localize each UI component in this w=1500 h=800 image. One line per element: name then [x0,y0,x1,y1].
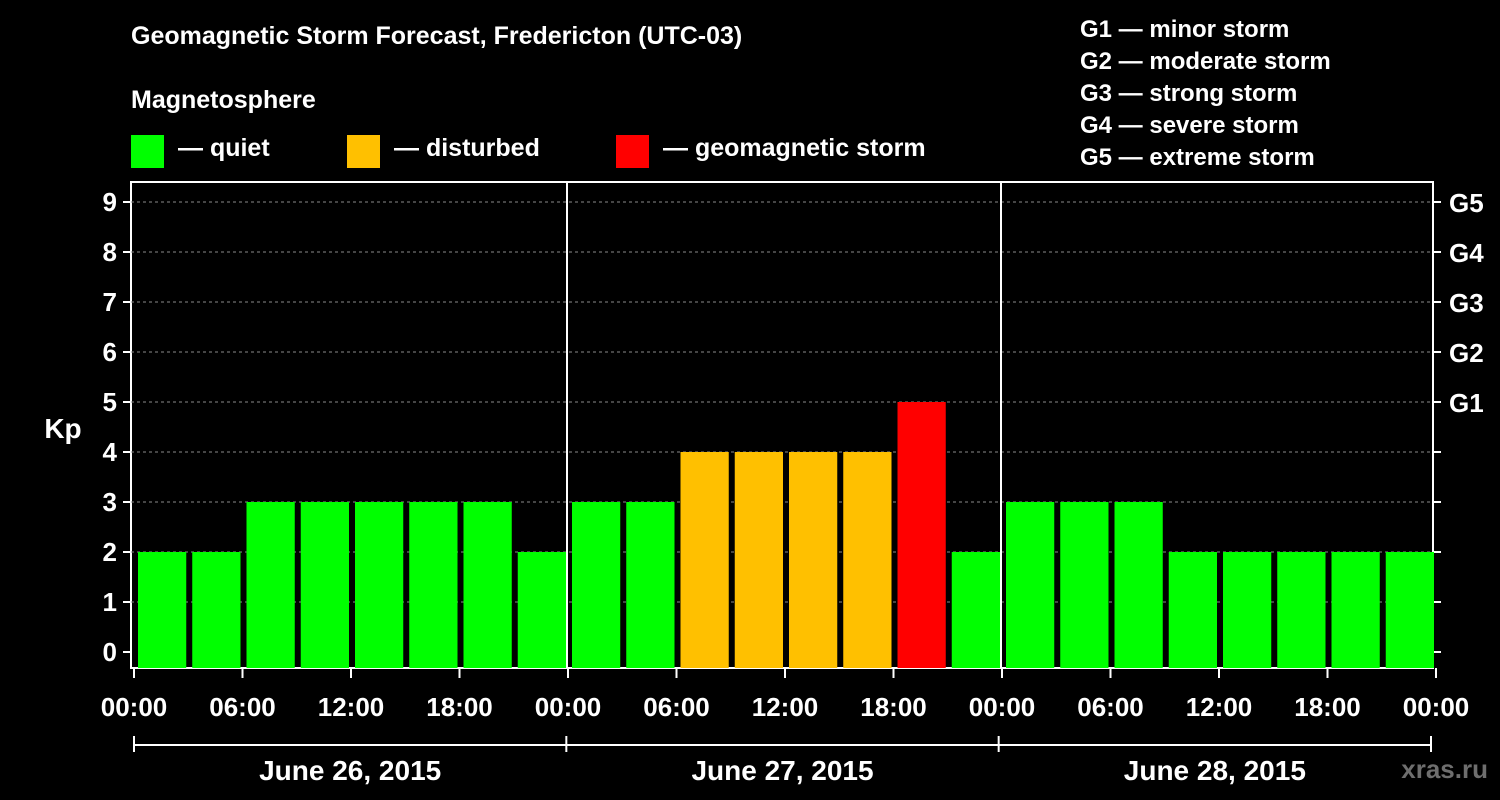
bar-15 [897,402,946,668]
bar-5 [355,502,404,668]
x-tick-label: 18:00 [860,692,927,722]
x-tick-label: 18:00 [1294,692,1361,722]
bar-19 [1114,502,1163,668]
bar-21 [1223,552,1272,668]
bar-4 [300,502,349,668]
legend-swatch-quiet [131,135,164,168]
bar-20 [1168,552,1217,668]
bar-16 [951,552,1000,668]
x-tick-label: 12:00 [318,692,385,722]
x-tick-label: 12:00 [752,692,819,722]
bar-24 [1385,552,1434,668]
x-tick-label: 00:00 [969,692,1036,722]
storm-scale-g2: G2 — moderate storm [1080,48,1331,75]
y-tick-label: 8 [103,237,117,267]
storm-scale-list: G1 — minor storm G2 — moderate storm G3 … [1080,14,1331,174]
y-tick-label: 2 [103,537,117,567]
bar-9 [572,502,621,668]
x-tick-label: 00:00 [1403,692,1470,722]
x-tick-label: 06:00 [643,692,710,722]
bar-14 [843,452,892,668]
y-tick-label: 6 [103,337,117,367]
storm-scale-g4: G4 — severe storm [1080,112,1299,139]
storm-scale-g5: G5 — extreme storm [1080,144,1315,171]
g-scale-label: G3 [1449,288,1484,318]
chart-title: Geomagnetic Storm Forecast, Fredericton … [131,22,743,50]
storm-scale-g1: G1 — minor storm [1080,16,1290,43]
bar-7 [463,502,512,668]
date-label: June 28, 2015 [1124,755,1306,786]
bar-8 [517,552,566,668]
x-tick-label: 06:00 [1077,692,1144,722]
x-tick-label: 06:00 [209,692,276,722]
bar-13 [789,452,838,668]
legend-title: Magnetosphere [131,86,316,114]
legend-label-storm: — geomagnetic storm [663,134,926,162]
watermark: xras.ru [1401,754,1488,784]
bar-2 [192,552,241,668]
y-tick-label: 5 [103,387,117,417]
legend-swatch-storm [616,135,649,168]
g-scale-label: G2 [1449,338,1484,368]
y-tick-label: 0 [103,637,117,667]
y-tick-label: 1 [103,587,117,617]
legend-label-quiet: — quiet [178,134,270,162]
x-tick-label: 18:00 [426,692,493,722]
legend-swatch-disturbed [347,135,380,168]
y-axis-label: Kp [44,413,81,444]
g-scale-label: G1 [1449,388,1484,418]
bar-18 [1060,502,1109,668]
legend-label-disturbed: — disturbed [394,134,540,162]
x-tick-label: 00:00 [535,692,602,722]
storm-scale-g3: G3 — strong storm [1080,80,1298,107]
bar-17 [1006,502,1055,668]
g-scale-label: G5 [1449,188,1484,218]
bar-23 [1331,552,1380,668]
bar-12 [734,452,783,668]
x-tick-label: 12:00 [1186,692,1253,722]
y-tick-label: 3 [103,487,117,517]
y-tick-label: 7 [103,287,117,317]
bar-10 [626,502,675,668]
date-label: June 27, 2015 [691,755,873,786]
date-label: June 26, 2015 [259,755,441,786]
bar-6 [409,502,458,668]
bar-11 [680,452,729,668]
bar-1 [138,552,187,668]
g-scale-label: G4 [1449,238,1484,268]
y-tick-label: 4 [103,437,118,467]
y-tick-label: 9 [103,187,117,217]
x-tick-label: 00:00 [101,692,168,722]
bar-22 [1277,552,1326,668]
bar-3 [246,502,295,668]
